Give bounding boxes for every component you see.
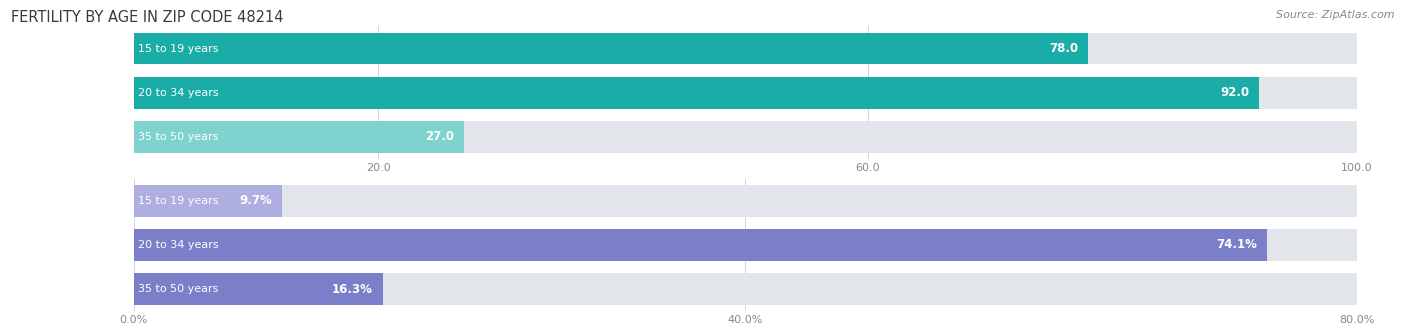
Text: 20 to 34 years: 20 to 34 years (138, 88, 219, 98)
Bar (134, 33, 1088, 65)
Text: 16.3%: 16.3% (332, 283, 373, 296)
Bar (134, 121, 464, 153)
Text: FERTILITY BY AGE IN ZIP CODE 48214: FERTILITY BY AGE IN ZIP CODE 48214 (11, 10, 284, 25)
Text: 15 to 19 years: 15 to 19 years (138, 44, 219, 54)
Bar (134, 273, 382, 305)
Bar (134, 33, 1357, 65)
Bar (134, 185, 1357, 217)
Text: 35 to 50 years: 35 to 50 years (138, 284, 219, 294)
Text: 92.0: 92.0 (1220, 86, 1249, 99)
Text: 78.0: 78.0 (1049, 42, 1078, 55)
Bar (134, 229, 1357, 261)
Bar (134, 273, 1357, 305)
Text: Source: ZipAtlas.com: Source: ZipAtlas.com (1277, 10, 1395, 20)
Text: 20 to 34 years: 20 to 34 years (138, 240, 219, 250)
Bar (134, 229, 1267, 261)
Text: 35 to 50 years: 35 to 50 years (138, 132, 219, 142)
Text: 9.7%: 9.7% (239, 194, 273, 207)
Bar (134, 185, 281, 217)
Bar (134, 77, 1258, 109)
Bar (134, 77, 1357, 109)
Text: 74.1%: 74.1% (1216, 238, 1257, 252)
Text: 15 to 19 years: 15 to 19 years (138, 196, 219, 206)
Bar (134, 121, 1357, 153)
Text: 27.0: 27.0 (425, 130, 454, 143)
